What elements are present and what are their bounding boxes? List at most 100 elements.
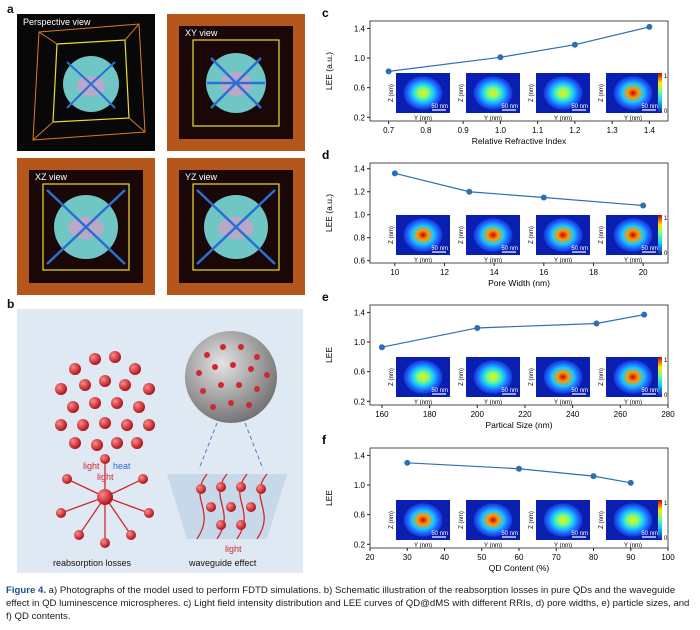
inset-z-label: Z (nm) xyxy=(459,511,465,529)
scale-bar-label: 50 nm xyxy=(571,388,588,394)
heatmap-spot xyxy=(473,503,513,537)
y-tick-label: 1.0 xyxy=(354,211,366,220)
colorbar-min-label: 0 xyxy=(664,251,668,257)
inset-y-label: Y (nm) xyxy=(624,543,642,549)
xz-view-graphic xyxy=(42,183,130,271)
heatmap-spot xyxy=(613,76,653,110)
scale-bar-label: 50 nm xyxy=(501,388,518,394)
y-tick-label: 0.2 xyxy=(354,113,366,122)
panel-a-model-views: Perspective view XY view XZ view xyxy=(5,8,305,295)
y-tick-label: 1.2 xyxy=(354,188,366,197)
data-point xyxy=(466,188,473,195)
y-tick-label: 0.6 xyxy=(354,511,366,520)
x-tick-label: 160 xyxy=(375,410,389,419)
y-axis-label: LEE xyxy=(324,347,334,363)
data-point xyxy=(640,202,647,209)
colorbar xyxy=(658,73,662,113)
plot-frame xyxy=(369,304,669,406)
y-tick-label: 0.8 xyxy=(354,234,366,243)
inset-z-label: Z (nm) xyxy=(599,226,605,244)
scale-bar-label: 50 nm xyxy=(501,531,518,537)
colorbar-max-label: 1 xyxy=(664,501,668,507)
panel-a-label: a xyxy=(7,2,14,16)
inset-y-label: Y (nm) xyxy=(624,116,642,122)
caption-text: a) Photographs of the model used to perf… xyxy=(6,585,690,622)
inset-z-label: Z (nm) xyxy=(529,226,535,244)
heatmap-inset: 50 nm Z (nm) Y (nm) xyxy=(389,215,450,264)
inset-y-label: Y (nm) xyxy=(484,400,502,406)
inset-z-label: Z (nm) xyxy=(529,84,535,102)
inset-z-label: Z (nm) xyxy=(389,368,395,386)
inset-z-label: Z (nm) xyxy=(459,226,465,244)
x-tick-label: 80 xyxy=(589,553,598,562)
data-point xyxy=(593,320,600,327)
x-tick-label: 90 xyxy=(626,553,635,562)
panel-f-label: f xyxy=(322,433,327,447)
x-tick-label: 1.1 xyxy=(532,126,544,135)
inset-y-label: Y (nm) xyxy=(414,116,432,122)
data-point xyxy=(391,170,398,177)
x-tick-label: 20 xyxy=(639,268,648,277)
inset-z-label: Z (nm) xyxy=(599,368,605,386)
yz-view-label: YZ view xyxy=(185,172,218,182)
inset-z-label: Z (nm) xyxy=(389,84,395,102)
inset-y-label: Y (nm) xyxy=(554,400,572,406)
heatmap-spot xyxy=(473,360,513,394)
chart-c: c 0.2 0.6 1.0 1.4 0.7 0.8 0.9 1.0 1.1 1.2 1.3 1.4 Rel… xyxy=(322,6,669,146)
inset-z-label: Z (nm) xyxy=(389,511,395,529)
inset-z-label: Z (nm) xyxy=(599,511,605,529)
y-tick-label: 1.0 xyxy=(354,54,366,63)
y-tick-label: 0.2 xyxy=(354,397,366,406)
scale-bar-label: 50 nm xyxy=(641,531,658,537)
data-point xyxy=(627,479,634,486)
plot-frame xyxy=(369,20,669,122)
scale-bar-label: 50 nm xyxy=(571,531,588,537)
data-point xyxy=(590,473,597,480)
x-tick-label: 20 xyxy=(366,553,375,562)
y-tick-label: 1.0 xyxy=(354,481,366,490)
inset-z-label: Z (nm) xyxy=(389,226,395,244)
inset-y-label: Y (nm) xyxy=(484,543,502,549)
data-point xyxy=(474,324,481,331)
scale-bar-label: 50 nm xyxy=(431,388,448,394)
x-axis-label: QD Content (%) xyxy=(489,563,550,573)
heatmap-inset: 50 nm Z (nm) Y (nm) xyxy=(529,500,590,549)
xy-view: XY view xyxy=(167,14,305,151)
heatmap-inset: 50 nm Z (nm) Y (nm) xyxy=(529,357,590,406)
inset-y-label: Y (nm) xyxy=(554,543,572,549)
x-tick-label: 180 xyxy=(423,410,437,419)
waveguide-label: waveguide effect xyxy=(189,558,257,568)
lee-curve xyxy=(388,26,650,72)
x-tick-label: 260 xyxy=(614,410,628,419)
xz-view: XZ view xyxy=(17,158,155,295)
scale-bar-label: 50 nm xyxy=(641,388,658,394)
y-tick-label: 0.6 xyxy=(354,84,366,93)
colorbar xyxy=(658,215,662,255)
y-tick-label: 0.2 xyxy=(354,540,366,549)
light-label-2: light xyxy=(97,472,114,482)
inset-y-label: Y (nm) xyxy=(624,258,642,264)
figure-label: Figure 4. xyxy=(6,585,46,596)
y-axis-label: LEE xyxy=(324,490,334,506)
lee-curve xyxy=(394,172,644,207)
inset-y-label: Y (nm) xyxy=(554,116,572,122)
y-tick-label: 1.0 xyxy=(354,338,366,347)
heatmap-inset: 50 nm Z (nm) Y (nm) xyxy=(529,215,590,264)
colorbar-max-label: 1 xyxy=(664,216,668,222)
panel-c-label: c xyxy=(322,6,329,20)
x-tick-label: 60 xyxy=(515,553,524,562)
x-tick-label: 1.3 xyxy=(607,126,619,135)
perspective-view-label: Perspective view xyxy=(23,17,91,27)
x-tick-label: 12 xyxy=(440,268,449,277)
heatmap-spot xyxy=(543,360,583,394)
x-tick-label: 14 xyxy=(490,268,499,277)
yz-view: YZ view xyxy=(167,158,305,295)
inset-y-label: Y (nm) xyxy=(484,258,502,264)
heatmap-spot xyxy=(403,218,443,252)
colorbar-min-label: 0 xyxy=(664,536,668,542)
y-tick-label: 1.4 xyxy=(354,308,366,317)
x-tick-label: 1.0 xyxy=(495,126,507,135)
panel-d-label: d xyxy=(322,148,329,162)
scale-bar-label: 50 nm xyxy=(571,246,588,252)
heat-label: heat xyxy=(113,461,131,471)
